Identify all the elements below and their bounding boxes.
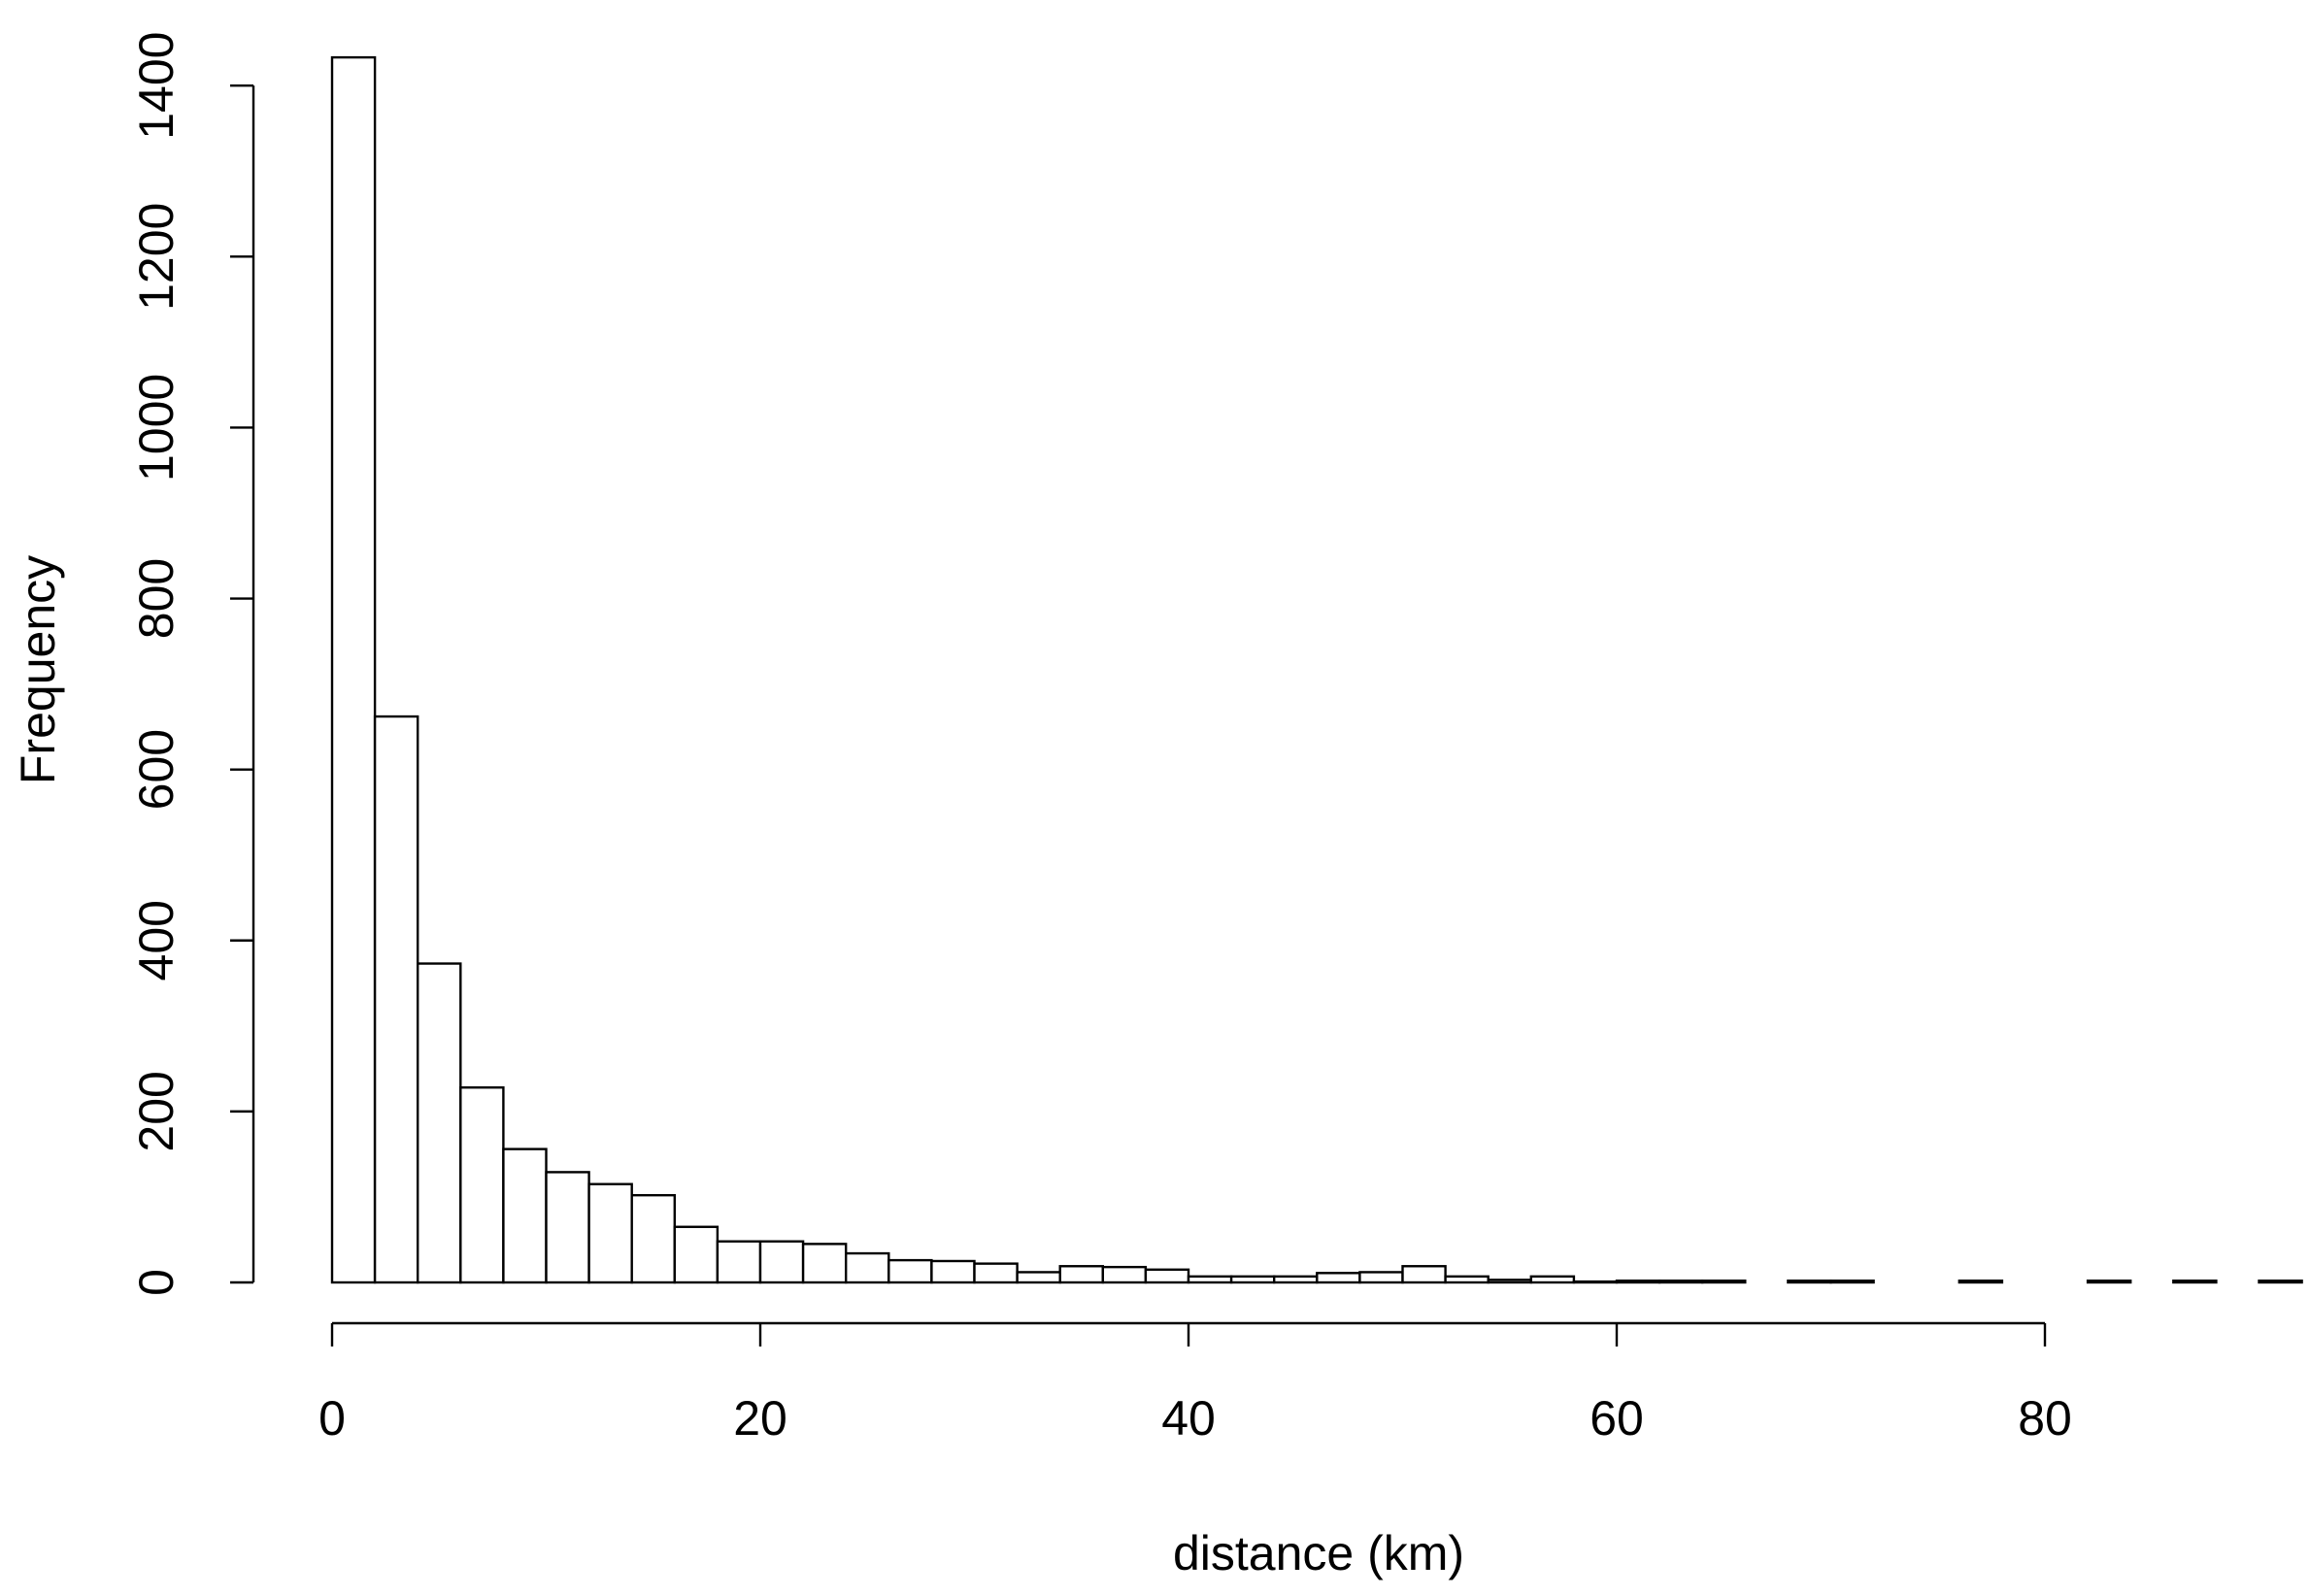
histogram-bar: [845, 1251, 890, 1284]
y-tick-label: 0: [129, 1269, 184, 1296]
histogram-bar: [373, 715, 419, 1284]
y-tick-label: 200: [129, 1071, 184, 1151]
histogram-bar: [1829, 1280, 1875, 1284]
histogram-bar: [1444, 1275, 1490, 1284]
histogram-bar: [1144, 1268, 1190, 1284]
y-axis: 0 200 400 600 800 1000 1200 1400: [129, 32, 255, 1296]
histogram-bar: [630, 1193, 677, 1284]
histogram-bar: [1101, 1265, 1148, 1284]
y-axis-label: Frequency: [11, 555, 65, 784]
histogram-bar: [1657, 1280, 1704, 1284]
histogram-bar: [502, 1147, 548, 1284]
histogram-bar: [1615, 1280, 1661, 1284]
histogram-bar: [1229, 1275, 1276, 1284]
histogram-bar: [1787, 1280, 1832, 1284]
histogram-bar: [1700, 1280, 1747, 1284]
histogram-bar: [673, 1225, 720, 1284]
histogram-bar: [801, 1243, 848, 1284]
histogram-bar: [1187, 1275, 1233, 1284]
histogram-bar: [2086, 1280, 2132, 1284]
histogram-bar: [1958, 1280, 2004, 1284]
histogram-bar: [758, 1240, 805, 1284]
y-tick-label: 1400: [129, 32, 184, 140]
histogram-bar: [1401, 1265, 1447, 1284]
histogram-bar: [1316, 1272, 1361, 1284]
histogram-bar: [1058, 1265, 1104, 1284]
histogram-bar: [716, 1240, 762, 1284]
y-tick-label: 600: [129, 729, 184, 810]
histogram-bar: [2258, 1280, 2303, 1284]
histogram-bar: [1572, 1280, 1619, 1284]
histogram-bar: [887, 1258, 933, 1284]
histogram-bar: [2172, 1280, 2218, 1284]
x-axis-label: distance (km): [1173, 1526, 1464, 1580]
histogram-bar: [1487, 1279, 1532, 1284]
histogram-bar: [1016, 1271, 1061, 1284]
histogram-bar: [545, 1171, 590, 1284]
x-tick-label: 80: [2018, 1391, 2072, 1446]
histogram-bar: [330, 55, 377, 1284]
x-axis: 0 20 40 60 80: [318, 1321, 2072, 1446]
histogram-bar: [459, 1086, 505, 1284]
y-tick-label: 400: [129, 900, 184, 981]
histogram-bar: [973, 1262, 1019, 1284]
y-tick-label: 1000: [129, 374, 184, 482]
histogram-bar: [1358, 1271, 1404, 1284]
histogram-bar: [1272, 1275, 1319, 1284]
x-tick-label: 0: [318, 1391, 346, 1446]
y-tick-label: 800: [129, 558, 184, 639]
histogram-bar: [587, 1182, 633, 1284]
histogram-bar: [1529, 1275, 1576, 1284]
histogram-bar: [417, 962, 462, 1284]
bars-group: [330, 55, 2303, 1284]
y-tick-label: 1200: [129, 203, 184, 311]
histogram-bar: [930, 1259, 976, 1284]
x-tick-label: 20: [733, 1391, 787, 1446]
x-tick-label: 40: [1161, 1391, 1216, 1446]
x-tick-label: 60: [1590, 1391, 1644, 1446]
